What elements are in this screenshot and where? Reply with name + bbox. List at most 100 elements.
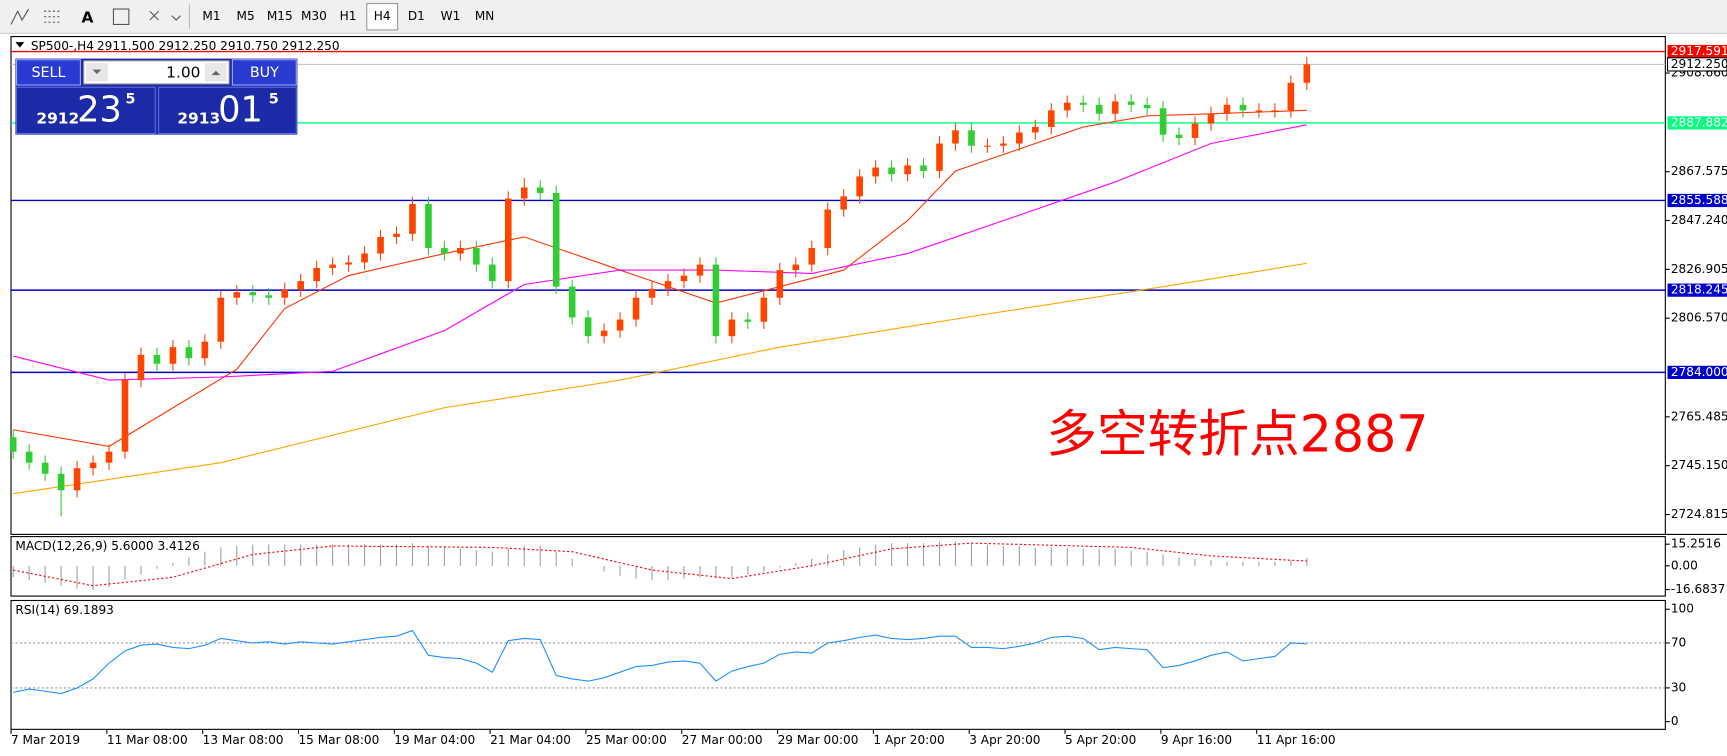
candle-body <box>1063 102 1071 111</box>
y-tick-label: 2724.815 <box>1671 507 1727 521</box>
candle-body <box>760 297 768 322</box>
buy-button[interactable] <box>231 59 297 86</box>
timeframe-button[interactable]: MN <box>475 9 495 23</box>
candle-body <box>712 264 720 337</box>
plot-layer: 2724.815 2745.150 2765.485 2806.570 2826.905… <box>9 44 1727 747</box>
candle-body <box>552 192 560 287</box>
candle-body <box>57 473 65 491</box>
moving-average <box>13 262 1307 495</box>
level-label-bg <box>1667 44 1727 59</box>
candle-body <box>185 347 193 359</box>
candle-body <box>984 145 991 147</box>
bid-big: 2912 <box>36 110 79 128</box>
sell-label[interactable]: SELL <box>31 65 65 81</box>
candle-body <box>297 281 304 290</box>
y-tick-label: 15.2516 <box>1671 537 1721 551</box>
candle-body <box>329 264 336 268</box>
lot-value[interactable]: 1.00 <box>166 63 200 81</box>
candle-body <box>504 198 512 282</box>
timeframe-button[interactable]: M15 <box>267 9 293 23</box>
candle-body <box>1032 126 1039 133</box>
candle-body <box>89 462 97 469</box>
candle-body <box>696 264 704 276</box>
timeframe-button[interactable]: M5 <box>237 9 255 23</box>
timeframe-button[interactable]: D1 <box>408 9 425 23</box>
icon-label[interactable] <box>112 8 130 26</box>
y-tick-label: 2826.905 <box>1671 262 1727 276</box>
x-tick-label: 25 Mar 00:00 <box>586 733 667 747</box>
price-label-bg <box>1666 57 1727 72</box>
timeframe-bar: M1 M5 M15 M30 H1 H4 D1 W1 MN <box>202 2 495 31</box>
timeframe-button[interactable]: M1 <box>202 9 220 23</box>
candle-body <box>952 130 959 144</box>
y-tick-label: 2806.570 <box>1671 311 1727 325</box>
icon-arrows[interactable] <box>149 10 182 21</box>
candle-body <box>536 187 544 193</box>
candle-body <box>377 236 384 254</box>
collapse-icon[interactable] <box>15 42 25 48</box>
level-label: 2917.591 <box>1671 44 1727 58</box>
x-tick-label: 11 Mar 08:00 <box>107 733 188 747</box>
candle-body <box>616 319 624 331</box>
lot-up-arrow <box>211 70 221 76</box>
y-tick-label: -16.6837 <box>1671 582 1725 596</box>
candle-body <box>25 451 33 463</box>
candle-body <box>1239 104 1247 111</box>
candle-body <box>664 281 672 289</box>
candle-body <box>393 233 400 237</box>
candle-body <box>441 247 448 254</box>
candle-body <box>1255 110 1263 112</box>
candle-body <box>121 380 129 452</box>
one-click-trading: SELL 1.00 BUY 2912 23 5 2913 01 5 <box>15 58 298 135</box>
x-tick-label: 27 Mar 00:00 <box>682 733 763 747</box>
timeframe-active <box>366 2 399 31</box>
candle-body <box>1287 82 1295 111</box>
macd-panel <box>10 536 1666 597</box>
lot-input[interactable] <box>83 60 230 85</box>
level-label: 2784.000 <box>1671 365 1727 379</box>
timeframe-button[interactable]: M30 <box>301 9 327 23</box>
candle-body <box>345 262 352 265</box>
x-tick-label: 9 Apr 16:00 <box>1161 733 1232 747</box>
candle-body <box>361 253 368 263</box>
x-tick-label: 7 Mar 2019 <box>11 733 80 747</box>
x-tick-label: 5 Apr 20:00 <box>1065 733 1136 747</box>
toolbar-icons: A <box>10 4 190 29</box>
price-label: 2912.250 <box>1671 57 1727 71</box>
bid-frac: 5 <box>126 91 136 107</box>
ask-box[interactable] <box>158 86 297 135</box>
rsi-line <box>13 629 1307 695</box>
candle-body <box>728 319 736 337</box>
main-panel <box>10 36 1666 535</box>
icon-text[interactable]: A <box>82 8 94 26</box>
bid-box[interactable] <box>15 86 156 135</box>
chart-title: SP500-,H4 <box>31 39 94 53</box>
candle-body <box>201 341 209 359</box>
y-tick-label: 70 <box>1671 635 1686 649</box>
candle-body <box>1223 104 1231 114</box>
level-label-bg <box>1667 193 1727 208</box>
candle-body <box>600 330 608 337</box>
candle-body <box>281 289 289 298</box>
timeframe-button[interactable]: W1 <box>441 9 461 23</box>
candle-body <box>1159 108 1167 135</box>
candle-body <box>169 347 177 364</box>
timeframe-button[interactable]: H1 <box>340 9 357 23</box>
sell-button[interactable] <box>15 59 81 86</box>
lot-down-arrow <box>92 69 102 75</box>
timeframe-button[interactable]: H4 <box>374 9 391 23</box>
candle-body <box>473 247 480 265</box>
level-label: 2887.882 <box>1671 115 1727 129</box>
rsi-title: RSI(14) 69.1893 <box>15 603 113 617</box>
candle-body <box>1191 123 1199 138</box>
chart-ohlc: 2911.500 2912.250 2910.750 2912.250 <box>97 39 340 53</box>
icon-lines <box>10 8 30 25</box>
candle-body <box>648 288 656 298</box>
buy-label[interactable]: BUY <box>250 65 279 81</box>
candle-body <box>824 209 832 248</box>
candle-body <box>233 292 241 298</box>
moving-average <box>13 109 1307 447</box>
y-tick-label: 2867.575 <box>1671 164 1727 178</box>
candle-body <box>632 297 640 320</box>
